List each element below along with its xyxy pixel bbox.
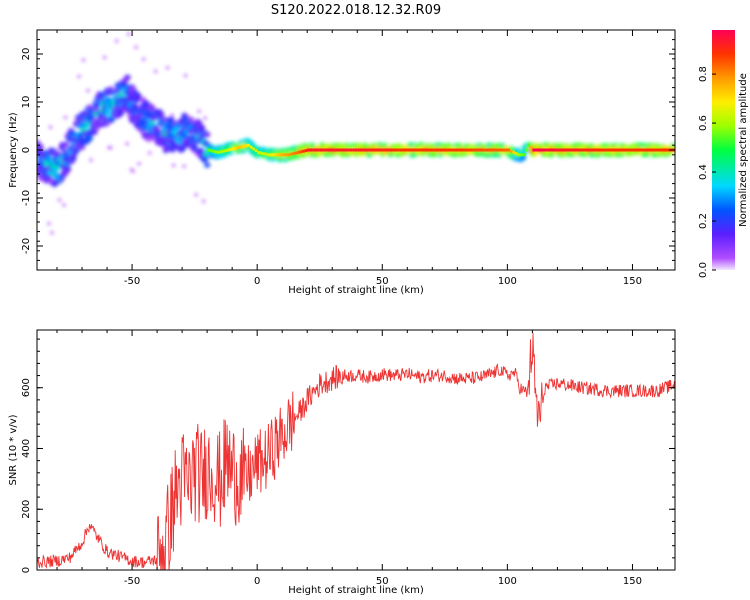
y-tick-label: -20 xyxy=(21,238,32,254)
y-tick-label: 20 xyxy=(21,48,32,61)
colorbar-tick-label: 0.4 xyxy=(698,164,709,180)
y-tick-label: 400 xyxy=(21,439,32,458)
snr-x-axis-label: Height of straight line (km) xyxy=(288,585,424,596)
colorbar-tick-label: 0.6 xyxy=(698,115,709,131)
colorbar-label: Normalized spectral amplitude xyxy=(738,73,749,227)
spectrogram-ticks: -50 0 50 100 150 -20 -10 0 10 20 xyxy=(21,29,675,287)
x-tick-label: -50 xyxy=(124,576,140,587)
x-tick-label: 100 xyxy=(498,276,517,287)
spectrogram-core-ridge xyxy=(207,143,675,157)
spectrogram-x-axis-label: Height of straight line (km) xyxy=(288,285,424,296)
colorbar-gradient xyxy=(712,30,735,270)
snr-series-line xyxy=(37,332,675,570)
y-tick-label: 10 xyxy=(21,96,32,109)
snr-frame xyxy=(36,329,676,571)
x-tick-label: 100 xyxy=(498,576,517,587)
x-tick-label: -50 xyxy=(124,276,140,287)
x-tick-label: 0 xyxy=(254,276,260,287)
y-tick-label: 200 xyxy=(21,500,32,519)
spectrogram-heatmap xyxy=(37,32,675,235)
figure-title: S120.2022.018.12.32.R09 xyxy=(271,3,441,18)
spectrogram-y-axis-label: Frequency (Hz) xyxy=(8,112,19,188)
x-tick-label: 50 xyxy=(376,576,389,587)
colorbar: 0.0 0.2 0.4 0.6 0.8 Normalized spectral ampl… xyxy=(698,30,749,278)
y-tick-label: 600 xyxy=(21,378,32,397)
snr-y-axis-label: SNR (10 * v/v) xyxy=(8,414,19,485)
x-tick-label: 50 xyxy=(376,276,389,287)
colorbar-ticks: 0.0 0.2 0.4 0.6 0.8 xyxy=(698,66,716,278)
snr-plot-area xyxy=(37,332,675,570)
y-tick-label: 0 xyxy=(21,567,32,573)
colorbar-tick-label: 0.0 xyxy=(698,262,709,278)
x-tick-label: 0 xyxy=(254,576,260,587)
y-tick-label: -10 xyxy=(21,190,32,206)
colorbar-tick-label: 0.8 xyxy=(698,66,709,82)
spectrogram-panel: -50 0 50 100 150 -20 -10 0 10 20 Height of straig… xyxy=(8,29,676,296)
x-tick-label: 150 xyxy=(623,276,642,287)
spectrogram-energy xyxy=(37,32,675,235)
x-tick-label: 150 xyxy=(623,576,642,587)
snr-ticks: -50 0 50 100 150 0 200 400 600 xyxy=(21,330,675,587)
colorbar-tick-label: 0.2 xyxy=(698,213,709,229)
snr-panel: -50 0 50 100 150 0 200 400 600 Height of straigh… xyxy=(8,329,676,596)
y-tick-label: 0 xyxy=(21,147,32,153)
